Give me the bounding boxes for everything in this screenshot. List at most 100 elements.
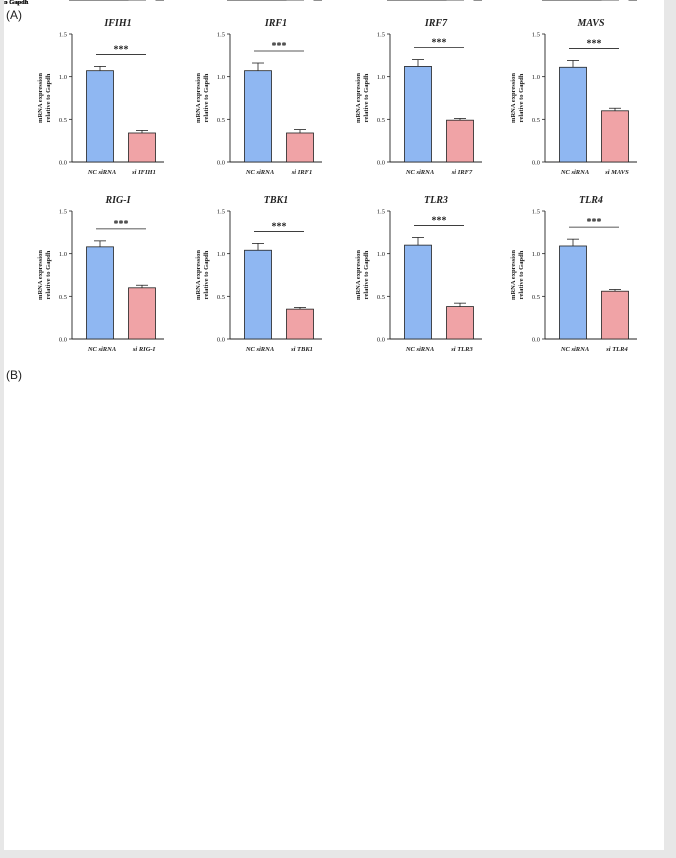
y-tick-label: 0.5 [532,294,540,301]
y-tick-label: 2.0 [217,0,225,2]
bar [559,66,587,163]
y-axis-label-line: relative to Gapdh [203,73,210,122]
y-tick-label: 2.0 [59,0,67,2]
y-tick-label: 1.5 [532,32,540,39]
significance-label: *** [432,0,447,3]
y-tick-label: 200 [215,0,225,2]
chart-title: TLR4 [579,195,603,206]
y-tick-label: 1.0 [59,0,67,2]
chart-b-irf1: 0.00.51.01.52.02.5100200300IRF1mRNA expr… [4,0,322,6]
significance-label: *** [114,219,129,230]
y-tick-label: 1.5 [377,0,385,2]
y-tick-label: 0.0 [532,160,540,167]
significance-label: *** [432,0,447,3]
y-tick-label: 0.0 [532,0,540,2]
x-tick-label: si TBK1 [290,346,313,353]
y-axis-label-line: mRNA expression [355,73,362,123]
significance-label: *** [272,41,287,52]
bar [244,70,272,163]
chart-a-tlr4: 0.0 0.5 1.0 1.5 TLR4 mRNA expression relative … [510,195,637,353]
significance-label: *** [114,0,129,3]
y-tick-label: 0.0 [59,0,67,2]
y-tick-label: 1.0 [532,251,540,258]
y-tick-label: 1.0 [217,251,225,258]
x-tick-label: si IRF7 [451,169,473,176]
bar [601,290,629,340]
y-tick-label: 0.0 [217,337,225,344]
y-axis-label-line: relative to Gapdh [4,0,29,6]
y-tick-label: 0.5 [532,0,540,2]
y-axis-label-line: relative to Gapdh [4,0,29,6]
y-tick-label: 1000 [527,0,540,2]
y-tick-label: 2000 [527,0,540,2]
y-tick-label: 0.5 [59,117,67,124]
y-axis-label-line: relative to Gapdh [45,250,52,299]
y-tick-label: 2000 [212,0,225,2]
y-tick-label: 0.5 [532,117,540,124]
y-tick-label: 250 [375,0,385,2]
y-tick-label: 1.0 [377,0,385,2]
chart-title: IRF7 [424,0,448,3]
chart-b-tlr4: 0.00.51.01.52.02.510001500200025003000TL… [4,0,637,6]
y-tick-label: 150 [530,0,540,2]
x-tick-label: si TLR4 [605,346,628,353]
y-tick-label: 200 [57,0,67,2]
y-tick-label: 0.0 [377,0,385,2]
y-tick-label: 1.5 [59,0,67,2]
y-axis-label-line: mRNA expression [510,250,517,300]
bar [244,249,272,340]
y-tick-label: 1.0 [59,0,67,2]
y-tick-label: 1.5 [532,209,540,216]
y-tick-label: 1.5 [377,209,385,216]
y-axis-label-line: mRNA expression [510,73,517,123]
y-tick-label: 2500 [527,0,540,2]
y-tick-label: 2.0 [532,0,540,2]
y-axis-label-line: relative to Gapdh [4,0,29,6]
y-axis-label-line: relative to Gapdh [4,0,29,6]
chart-title: IRF1 [264,0,287,3]
bar [559,245,587,340]
y-axis-label-line: mRNA expression [195,250,202,300]
y-tick-label: 1.0 [217,0,225,2]
y-tick-label: 2500 [212,0,225,2]
y-axis-label-line: relative to Gapdh [4,0,29,6]
bar [446,119,474,163]
y-axis-label-line: relative to Gapdh [4,0,29,6]
y-tick-label: 1500 [54,0,67,2]
y-tick-label: 2000 [54,0,67,2]
chart-a-mavs: 0.0 0.5 1.0 1.5 MAVS mRNA expression relative … [510,18,637,176]
chart-title: IRF1 [264,18,287,29]
y-tick-label: 1.5 [217,0,225,2]
bar [128,287,156,340]
chart-title: IFIH1 [103,18,131,29]
y-tick-label: 1.5 [532,0,540,2]
y-axis-label-line: relative to Gapdh [4,0,29,6]
y-tick-label: 0.0 [217,0,225,2]
y-tick-label: 100 [530,0,540,2]
x-tick-label: NC siRNA [87,346,117,353]
y-axis-label-line: relative to Gapdh [4,0,29,6]
y-tick-label: 250 [375,0,385,2]
panel-label-a: (A) [6,8,22,22]
y-tick-label: 2.5 [532,0,540,2]
chart-a-irf1: 0.0 0.5 1.0 1.5 IRF1 mRNA expression relative … [195,18,322,176]
significance-label: *** [432,38,447,49]
chart-title: TLR3 [424,195,448,206]
y-tick-label: 1.5 [59,32,67,39]
x-tick-label: NC siRNA [245,346,275,353]
y-tick-label: 1.0 [377,251,385,258]
bar [286,132,314,163]
y-tick-label: 1.5 [217,32,225,39]
x-tick-label: NC siRNA [560,169,590,176]
figure: (A) (B) 0.0 0.5 1.0 1.5 IFIH1 mRNA expression… [4,0,664,850]
y-tick-label: 1.0 [532,0,540,2]
chart-a-rig-i: 0.0 0.5 1.0 1.5 RIG-I mRNA expression relative… [37,195,164,353]
y-tick-label: 2.5 [217,0,225,2]
